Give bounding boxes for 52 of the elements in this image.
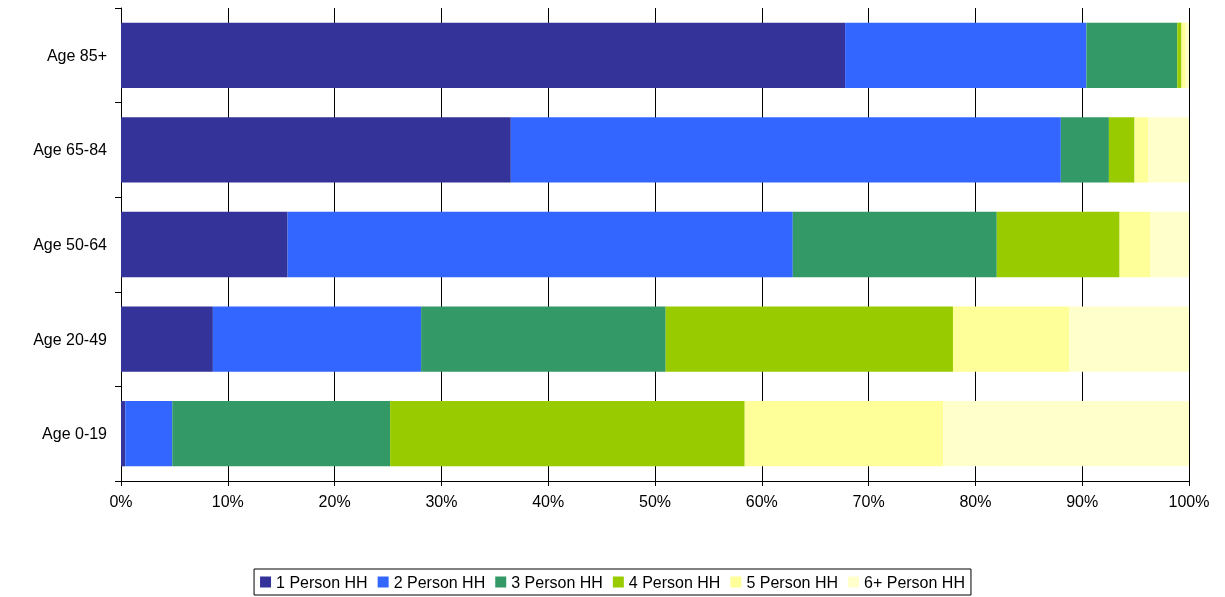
bar — [121, 22, 846, 88]
bar — [1108, 117, 1135, 183]
y-tick-label: Age 20-49 — [33, 330, 108, 348]
x-tick-label: 20% — [318, 492, 351, 510]
y-tick-label: Age 85+ — [46, 46, 107, 64]
legend-label: 3 Person HH — [511, 573, 603, 591]
x-tick-label: 30% — [425, 492, 458, 510]
bar — [792, 211, 997, 278]
x-tick-label: 50% — [638, 492, 672, 510]
x-tick-label: 80% — [959, 492, 992, 510]
bar — [121, 211, 288, 278]
bar — [1148, 117, 1189, 183]
bar — [1119, 211, 1151, 278]
y-tick-label: Age 65-84 — [33, 141, 108, 159]
legend-label: 4 Person HH — [628, 573, 721, 591]
bar — [744, 401, 944, 467]
x-tick-label: 60% — [745, 492, 778, 510]
x-tick-label: 100% — [1168, 492, 1210, 510]
bar — [421, 306, 666, 372]
y-tick-label: Age 0-19 — [42, 425, 108, 443]
bar — [172, 401, 391, 467]
bar — [390, 401, 745, 467]
x-tick-label: 90% — [1066, 492, 1099, 510]
bar — [845, 22, 1087, 88]
bar — [1069, 306, 1189, 372]
legend-label: 5 Person HH — [746, 573, 839, 591]
bar — [121, 306, 213, 372]
bar — [510, 117, 1061, 183]
bar — [125, 401, 173, 467]
legend-label: 6+ Person HH — [864, 573, 965, 591]
x-tick-label: 70% — [852, 492, 885, 510]
bar — [121, 401, 126, 467]
bar — [287, 211, 793, 278]
bar — [212, 306, 422, 372]
bar — [1060, 117, 1109, 183]
bar — [1177, 22, 1182, 88]
y-tick-label: Age 50-64 — [33, 236, 108, 253]
bar — [1086, 22, 1178, 88]
bar — [121, 117, 511, 183]
bar — [1150, 211, 1189, 278]
bar — [1134, 117, 1149, 183]
legend-label: 1 Person HH — [276, 573, 368, 591]
bar — [952, 306, 1070, 372]
bar — [665, 306, 953, 372]
bar — [1185, 22, 1189, 88]
x-tick-label: 0% — [109, 492, 133, 510]
bar — [943, 401, 1189, 467]
x-tick-label: 10% — [211, 492, 244, 510]
x-tick-label: 40% — [532, 492, 565, 510]
legend-label: 2 Person HH — [393, 573, 486, 591]
bar — [1181, 22, 1186, 88]
bar — [996, 211, 1120, 278]
